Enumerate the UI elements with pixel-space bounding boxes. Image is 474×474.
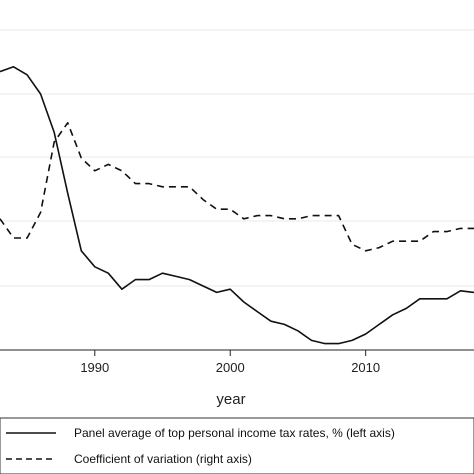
- x-tick-label-2000: 2000: [216, 360, 245, 375]
- x-axis-title: year: [216, 391, 245, 408]
- series-group: [0, 66, 474, 345]
- legend-label-series-2: Coefficient of variation (right axis): [74, 452, 252, 466]
- legend-box: [0, 417, 474, 474]
- grid-lines: [0, 29, 474, 287]
- legend-label-series-1: Panel average of top personal income tax…: [74, 426, 395, 440]
- x-tick-label-2010: 2010: [351, 360, 380, 375]
- x-tick-label-1990: 1990: [80, 360, 109, 375]
- series-line-1: [0, 66, 474, 345]
- series-line-2: [0, 122, 474, 252]
- x-axis: 1990 2000 2010: [0, 349, 474, 375]
- legend: Panel average of top personal income tax…: [0, 417, 474, 474]
